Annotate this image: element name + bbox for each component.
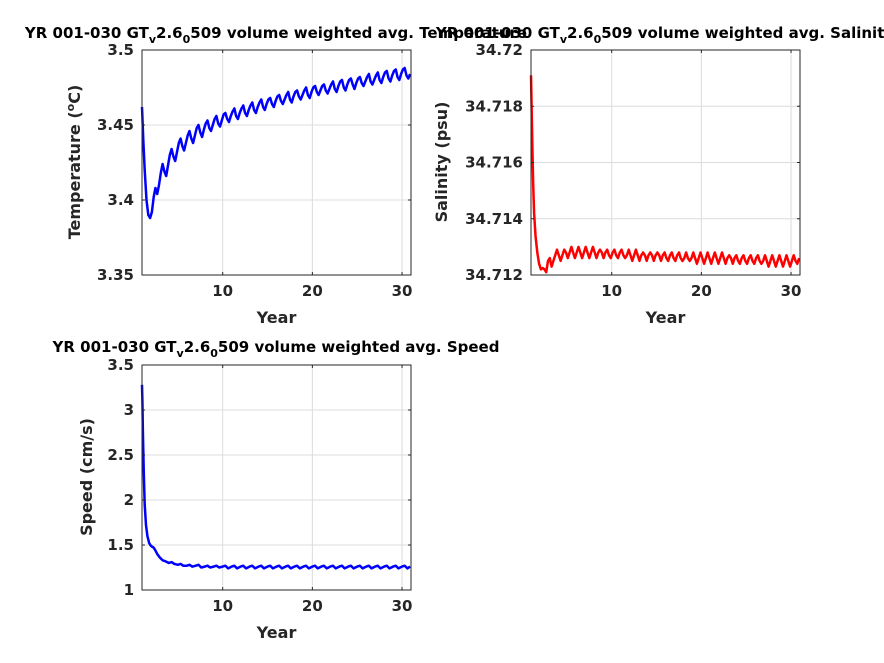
x-tick-label: 10 — [212, 597, 233, 615]
y-tick-label: 3.45 — [97, 116, 134, 134]
x-tick-label: 10 — [212, 282, 233, 300]
y-tick-label: 34.716 — [465, 154, 523, 172]
x-tick-label: 30 — [392, 597, 413, 615]
y-tick-label: 3 — [124, 401, 134, 419]
chart-title: YR 001-030 GTv2.60509 volume weighted av… — [52, 338, 500, 360]
chart-title: YR 001-030 GTv2.60509 volume weighted av… — [435, 24, 884, 46]
axes-frame — [141, 49, 412, 276]
y-axis-label: Temperature (oC) — [64, 85, 84, 240]
series-line-1 — [529, 75, 801, 274]
subplot-3: 10 20 30 1 1.5 2 2.5 3 3.5 Year Speed (cm/s) — [77, 356, 412, 642]
y-tick-label: 3.4 — [107, 191, 134, 209]
y-tick-label: 34.714 — [465, 210, 523, 228]
x-axis-label: Year — [256, 308, 297, 327]
y-tick-label: 3.35 — [97, 266, 134, 284]
x-tick-label: 20 — [302, 282, 323, 300]
y-axis-label: Speed (cm/s) — [77, 418, 96, 536]
y-tick-label: 3.5 — [107, 356, 134, 374]
y-axis-label: Salinity (psu) — [432, 102, 451, 223]
y-tick-label: 1.5 — [107, 536, 134, 554]
chart-title: YR 001-030 GTv2.60509 volume weighted av… — [24, 24, 527, 46]
y-tick-label: 2.5 — [107, 446, 134, 464]
y-tick-label: 1 — [124, 581, 134, 599]
x-tick-label: 10 — [601, 282, 622, 300]
x-axis-label: Year — [645, 308, 686, 327]
plot-area — [142, 50, 411, 275]
x-axis-label: Year — [256, 623, 297, 642]
y-tick-label: 34.712 — [465, 266, 523, 284]
y-tick-label: 34.72 — [476, 41, 523, 59]
plot-area — [142, 365, 411, 590]
axes-frame — [141, 364, 412, 591]
series-line-1 — [140, 384, 411, 570]
x-tick-label: 30 — [392, 282, 413, 300]
y-tick-label: 2 — [124, 491, 134, 509]
x-tick-label: 20 — [302, 597, 323, 615]
x-tick-label: 30 — [781, 282, 802, 300]
subplot-2: 10 20 30 34.712 34.714 34.716 34.718 34.72 Year S… — [432, 41, 801, 327]
y-tick-label: 3.5 — [107, 41, 134, 59]
y-tick-label: 34.718 — [465, 97, 523, 115]
x-tick-label: 20 — [691, 282, 712, 300]
series-line-1 — [140, 66, 412, 220]
subplot-1: 10 20 30 3.35 3.4 3.45 3.5 Year Temperature (oC) — [64, 41, 412, 327]
